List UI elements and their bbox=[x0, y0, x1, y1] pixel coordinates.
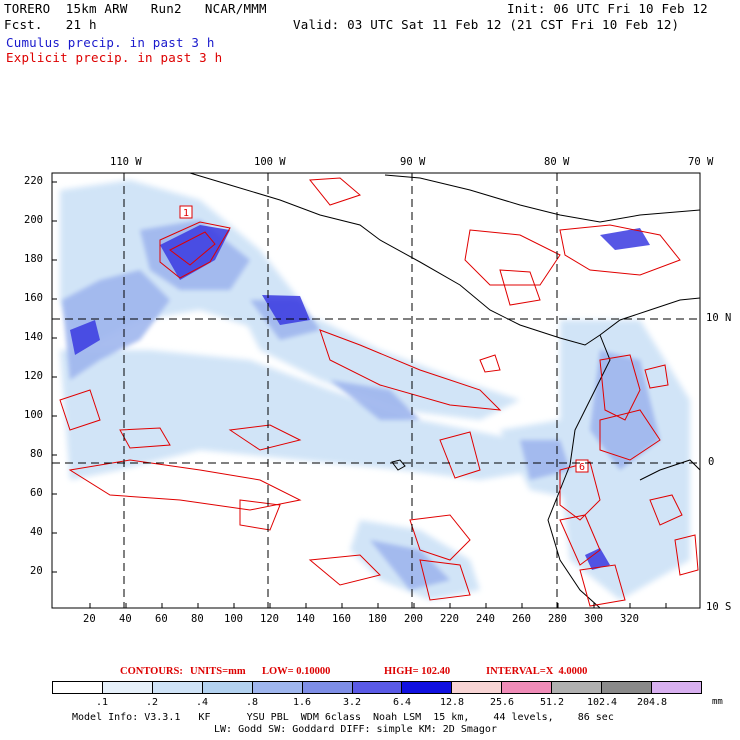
y-tick: 40 bbox=[30, 526, 43, 538]
colorbar-label: 12.8 bbox=[439, 697, 465, 708]
colorbar-label: .2 bbox=[145, 697, 159, 708]
model-physics: LW: Godd SW: Goddard DIFF: simple KM: 2D… bbox=[214, 724, 497, 735]
precip-colorbar bbox=[52, 681, 702, 694]
colorbar-swatch bbox=[101, 682, 152, 693]
init-time: Init: 06 UTC Fri 10 Feb 12 bbox=[507, 1, 708, 16]
forecast-hour: Fcst. 21 h bbox=[4, 17, 97, 32]
contours-label: CONTOURS: bbox=[120, 666, 183, 677]
x-tick: 180 bbox=[368, 613, 387, 625]
coastlines bbox=[189, 173, 700, 608]
lon-label-80w: 80 W bbox=[544, 156, 570, 168]
y-tick: 20 bbox=[30, 565, 43, 577]
y-tick: 180 bbox=[24, 253, 43, 265]
colorbar-swatch bbox=[551, 682, 602, 693]
contours-high: HIGH= 102.40 bbox=[384, 666, 451, 677]
x-tick: 20 bbox=[83, 613, 96, 625]
explicit-contours bbox=[59, 177, 699, 607]
contour-label-1: 1 bbox=[183, 208, 189, 219]
colorbar-unit: mm bbox=[712, 697, 723, 707]
y-tick: 120 bbox=[24, 370, 43, 382]
colorbar-label: .4 bbox=[195, 697, 209, 708]
colorbar-label: 25.6 bbox=[489, 697, 515, 708]
contours-units: UNITS=mm bbox=[190, 666, 246, 677]
lon-label-90w: 90 W bbox=[400, 156, 426, 168]
y-tick: 100 bbox=[24, 409, 43, 421]
lat-label-0: 0 bbox=[708, 456, 715, 468]
contours-interval: INTERVAL=X 4.0000 bbox=[486, 666, 588, 677]
colorbar-label: 204.8 bbox=[636, 697, 668, 708]
x-tick: 240 bbox=[476, 613, 495, 625]
colorbar-swatch bbox=[151, 682, 202, 693]
lon-label-110w: 110 W bbox=[110, 156, 142, 168]
colorbar-label: 6.4 bbox=[392, 697, 412, 708]
x-tick: 300 bbox=[584, 613, 603, 625]
colorbar-label: 102.4 bbox=[586, 697, 618, 708]
lat-label-10s: 10 S bbox=[706, 601, 732, 613]
contour-label-6: 6 bbox=[579, 462, 585, 473]
colorbar-swatch bbox=[351, 682, 402, 693]
y-tick: 220 bbox=[24, 175, 43, 187]
y-tick: 60 bbox=[30, 487, 43, 499]
x-tick: 100 bbox=[224, 613, 243, 625]
colorbar-swatch bbox=[301, 682, 352, 693]
colorbar-label: 51.2 bbox=[539, 697, 565, 708]
colorbar-swatch bbox=[53, 682, 102, 693]
x-tick: 320 bbox=[620, 613, 639, 625]
x-tick: 120 bbox=[260, 613, 279, 625]
graticule bbox=[52, 173, 700, 608]
y-tick: 160 bbox=[24, 292, 43, 304]
colorbar-label: .1 bbox=[95, 697, 109, 708]
x-tick: 40 bbox=[119, 613, 132, 625]
lat-label-10n: 10 N bbox=[706, 312, 732, 324]
colorbar-labels: .1 .2 .4 .8 1.6 3.2 6.4 12.8 25.6 51.2 102.4 204.8 bbox=[52, 697, 702, 709]
y-tick: 200 bbox=[24, 214, 43, 226]
x-tick: 80 bbox=[191, 613, 204, 625]
axis-ticks bbox=[52, 181, 667, 608]
cumulus-legend: Cumulus precip. in past 3 h bbox=[6, 35, 215, 50]
x-tick: 140 bbox=[296, 613, 315, 625]
x-tick: 160 bbox=[332, 613, 351, 625]
explicit-legend: Explicit precip. in past 3 h bbox=[6, 50, 223, 65]
x-tick: 260 bbox=[512, 613, 531, 625]
model-info: Model Info: V3.3.1 KF YSU PBL WDM 6class… bbox=[72, 712, 614, 723]
valid-time: Valid: 03 UTC Sat 11 Feb 12 (21 CST Fri … bbox=[293, 17, 680, 32]
colorbar-swatch bbox=[251, 682, 302, 693]
colorbar-swatch bbox=[501, 682, 552, 693]
x-tick: 60 bbox=[155, 613, 168, 625]
lon-label-100w: 100 W bbox=[254, 156, 286, 168]
colorbar-swatch bbox=[451, 682, 502, 693]
y-tick: 80 bbox=[30, 448, 43, 460]
lon-label-70w: 70 W bbox=[688, 156, 714, 168]
map-frame bbox=[51, 172, 701, 609]
x-tick: 200 bbox=[404, 613, 423, 625]
x-tick: 280 bbox=[548, 613, 567, 625]
colorbar-label: 3.2 bbox=[342, 697, 362, 708]
colorbar-swatch bbox=[601, 682, 652, 693]
precip-field bbox=[60, 180, 690, 600]
colorbar-label: .8 bbox=[245, 697, 259, 708]
y-tick: 140 bbox=[24, 331, 43, 343]
colorbar-swatch bbox=[651, 682, 701, 693]
model-title: TORERO 15km ARW Run2 NCAR/MMM bbox=[4, 1, 267, 16]
colorbar-swatch bbox=[201, 682, 252, 693]
colorbar-label: 1.6 bbox=[292, 697, 312, 708]
x-tick: 220 bbox=[440, 613, 459, 625]
contours-low: LOW= 0.10000 bbox=[262, 666, 331, 677]
colorbar-swatch bbox=[401, 682, 452, 693]
